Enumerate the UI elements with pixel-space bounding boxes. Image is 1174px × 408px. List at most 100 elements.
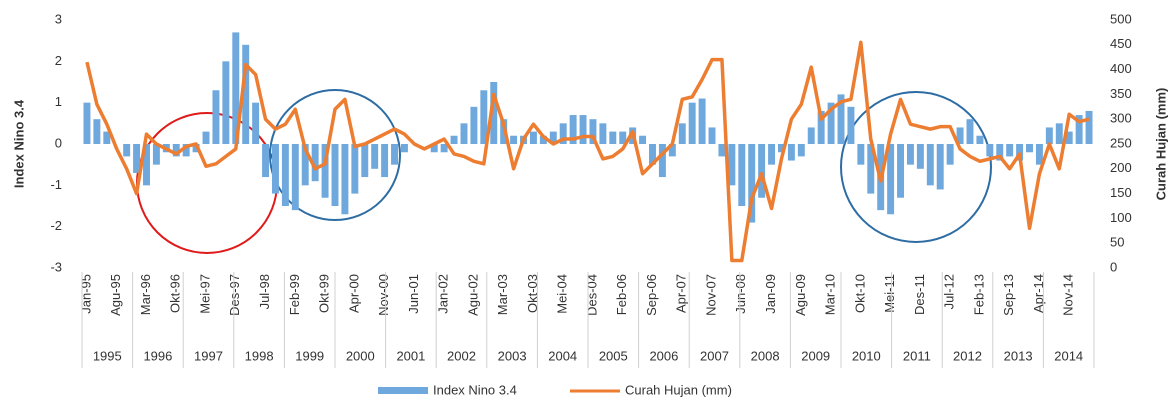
x-tick-label: Agu-95: [108, 274, 123, 316]
bar: [738, 144, 746, 206]
x-tick-label: Jul-12: [942, 274, 957, 309]
bar: [986, 144, 994, 157]
bar: [271, 144, 279, 194]
y2-tick-label: 100: [1110, 210, 1132, 225]
bar: [678, 123, 686, 144]
x-tick-label: Jan-95: [78, 274, 93, 314]
bar: [152, 144, 160, 165]
x-tick-label: Nov-14: [1061, 274, 1076, 316]
bar: [381, 144, 389, 178]
year-label: 1997: [194, 348, 223, 363]
x-tick-label: Okt-96: [168, 274, 183, 313]
x-tick-label: Jan-09: [763, 274, 778, 314]
x-tick-label: Des-97: [227, 274, 242, 316]
year-label: 2005: [599, 348, 628, 363]
y2-tick-label: 0: [1110, 259, 1117, 274]
legend-label: Curah Hujan (mm): [625, 382, 732, 397]
x-tick-label: Okt-10: [852, 274, 867, 313]
bar: [748, 144, 756, 223]
year-label: 2000: [346, 348, 375, 363]
bar: [867, 144, 875, 194]
bar: [123, 144, 131, 157]
bar: [351, 144, 359, 194]
year-label: 1995: [93, 348, 122, 363]
bar: [1006, 144, 1014, 157]
bar: [1026, 144, 1033, 153]
bar: [490, 82, 498, 144]
bar: [728, 144, 736, 186]
bar: [470, 106, 478, 144]
x-tick-label: Jan-02: [436, 274, 451, 314]
y2-tick-label: 250: [1110, 135, 1132, 150]
bar: [143, 144, 150, 186]
y-tick-label: 0: [55, 135, 62, 150]
year-label: 2010: [852, 348, 881, 363]
bar: [1085, 110, 1093, 144]
year-label: 1998: [245, 348, 274, 363]
bar: [976, 135, 984, 144]
bar: [242, 44, 250, 144]
year-label: 2004: [548, 348, 577, 363]
bar: [1035, 144, 1043, 165]
bar: [906, 144, 914, 165]
bar: [361, 144, 369, 178]
x-tick-label: Feb-06: [614, 274, 629, 315]
year-label: 2002: [447, 348, 476, 363]
bar: [589, 119, 597, 144]
bar: [599, 123, 607, 144]
bar: [777, 144, 785, 153]
bar: [252, 102, 260, 144]
bar: [212, 90, 220, 144]
bar: [222, 61, 230, 145]
bar: [311, 144, 319, 182]
bar: [1045, 127, 1053, 144]
y2-tick-label: 150: [1110, 185, 1132, 200]
bar: [182, 144, 190, 157]
legend-label: Index Nino 3.4: [433, 382, 517, 397]
bar: [371, 144, 379, 169]
bar: [936, 144, 944, 190]
x-tick-label: Nov-07: [703, 274, 718, 316]
bar: [559, 123, 567, 144]
bar: [579, 115, 587, 144]
bar: [1055, 123, 1063, 144]
year-label: 1999: [295, 348, 324, 363]
line: [85, 40, 1090, 263]
x-tick-label: Agu-02: [465, 274, 480, 316]
y2-tick-label: 500: [1110, 11, 1132, 26]
bar: [529, 131, 537, 144]
x-tick-label: Des-04: [584, 274, 599, 316]
bar: [232, 32, 240, 144]
year-label: 2013: [1004, 348, 1033, 363]
bar: [916, 144, 924, 169]
bar: [1075, 115, 1083, 144]
y-tick-label: -1: [50, 177, 62, 192]
y2-tick-label: 300: [1110, 111, 1132, 126]
bar: [926, 144, 934, 186]
y2-tick-label: 200: [1110, 160, 1132, 175]
bar: [639, 135, 647, 144]
bar: [708, 127, 716, 144]
bar: [837, 94, 845, 144]
bar: [946, 144, 954, 165]
year-label: 2011: [903, 348, 931, 363]
bar: [827, 102, 835, 144]
y2-axis-title: Curah Hujan (mm): [1153, 88, 1168, 201]
year-label: 2001: [396, 348, 425, 363]
bar: [341, 144, 349, 215]
bar: [847, 106, 855, 144]
bar: [281, 144, 289, 206]
bar: [688, 102, 696, 144]
x-tick-label: Jul-98: [257, 274, 272, 309]
x-tick-label: Apr-00: [346, 274, 361, 313]
bar: [480, 90, 488, 144]
bar: [619, 131, 627, 144]
year-label: 2008: [751, 348, 780, 363]
y2-tick-label: 350: [1110, 86, 1132, 101]
x-tick-label: Mar-03: [495, 274, 510, 315]
bar: [172, 144, 180, 157]
x-tick-label: Mei-04: [555, 274, 570, 314]
bar: [291, 144, 299, 211]
x-tick-label: Mei-97: [197, 274, 212, 314]
